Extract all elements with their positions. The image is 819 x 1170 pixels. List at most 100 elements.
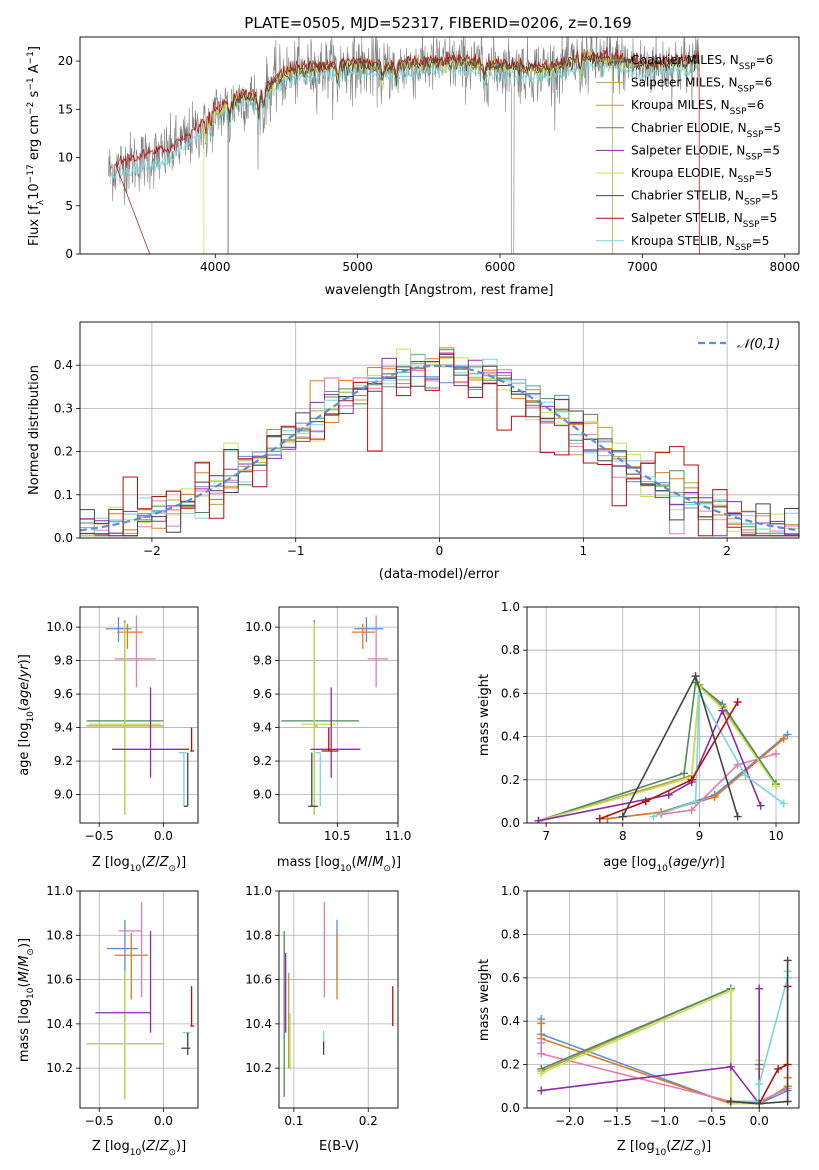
series-marker <box>772 749 781 758</box>
series-marker <box>691 672 700 681</box>
x-tick-label: 8000 <box>769 260 800 274</box>
series-line-purple <box>541 988 761 1107</box>
y-axis-label: Normed distribution <box>27 365 42 495</box>
y-tick-label: 9.2 <box>253 754 272 768</box>
series-marker <box>691 797 700 806</box>
series-marker <box>537 1019 546 1028</box>
y-tick-label: 10.2 <box>245 1061 272 1075</box>
series-marker <box>783 1097 792 1106</box>
x-tick-label: −1 <box>287 544 305 558</box>
series-marker <box>726 986 735 995</box>
series-line-green <box>540 987 761 1103</box>
series-marker <box>710 793 719 802</box>
series-marker <box>537 1069 546 1078</box>
series-marker <box>741 771 750 780</box>
x-tick-label: −2.0 <box>555 1114 584 1128</box>
y-tick-label: 0.0 <box>54 531 73 545</box>
y-tick-label: 0.3 <box>54 401 73 415</box>
legend-label: Chabrier STELIB, NSSP=5 <box>631 189 779 208</box>
legend-label: Kroupa ELODIE, NSSP=5 <box>631 166 772 185</box>
x-tick-label: 0.2 <box>359 1114 378 1128</box>
legend-label: 𝒩(0,1) <box>737 337 780 352</box>
model-spectrum-cyan <box>109 57 700 185</box>
axes-frame <box>278 890 399 1109</box>
x-tick-label: 0.0 <box>750 1114 769 1128</box>
age-vs-Z-panel: −0.5 0.0 9.0 9.2 9.4 9.6 9.8 10.0 Z [log10(Z/Z⊙)… <box>17 606 199 874</box>
residuals-panel: −2 −1 0 1 2 0.0 0.1 0.2 0.3 0.4 (data-model)/error… <box>27 321 800 582</box>
x-tick-label: 10.5 <box>324 829 351 843</box>
series-line-red <box>599 701 739 820</box>
x-tick-label: −1.0 <box>650 1114 679 1128</box>
series-marker <box>733 812 742 821</box>
normal-curve <box>80 364 799 532</box>
x-tick-label: 8 <box>619 829 627 843</box>
mass-vs-Z-panel: −0.5 0.0 10.2 10.4 10.6 10.8 11.0 Z [log10(Z/Z⊙… <box>17 884 199 1158</box>
y-tick-label: 9.4 <box>54 721 73 735</box>
series-marker <box>680 769 689 778</box>
y-tick-label: 9.0 <box>54 788 73 802</box>
y-tick-label: 0.6 <box>501 686 520 700</box>
y-tick-label: 0.1 <box>54 488 73 502</box>
y-tick-label: 9.2 <box>54 754 73 768</box>
x-tick-label: 0.1 <box>284 1114 303 1128</box>
legend-label: Chabrier MILES, NSSP=6 <box>631 53 773 72</box>
y-tick-label: 10.0 <box>46 620 73 634</box>
series-marker <box>595 814 604 823</box>
series-marker <box>774 1064 783 1073</box>
y-axis-label: mass weight <box>477 674 492 756</box>
x-axis-label: wavelength [Angstrom, rest frame] <box>325 283 554 298</box>
y-tick-label: 0.4 <box>501 1014 520 1028</box>
y-tick-label: 10.8 <box>46 928 73 942</box>
y-axis-label: age [log10(age/yr)] <box>17 654 36 776</box>
series-marker <box>718 706 727 715</box>
x-tick-label: −0.5 <box>85 1114 114 1128</box>
legend-label: Salpeter MILES, NSSP=6 <box>631 76 772 95</box>
massweight-vs-Z-panel: −2.0 −1.5 −1.0 −0.5 0.0 0.0 0.2 0.4 0.6 0.8 1.0 Z [… <box>477 884 800 1158</box>
series-marker <box>687 775 696 784</box>
y-tick-label: 0.4 <box>501 730 520 744</box>
series-marker <box>649 812 658 821</box>
y-tick-label: 9.6 <box>54 687 73 701</box>
y-tick-label: 10.4 <box>46 1017 73 1031</box>
y-tick-label: 0.2 <box>501 773 520 787</box>
y-tick-label: 10.6 <box>46 973 73 987</box>
series-marker <box>537 1086 546 1095</box>
y-tick-label: 0.8 <box>501 927 520 941</box>
y-tick-label: 1.0 <box>501 884 520 898</box>
y-tick-label: 1.0 <box>501 600 520 614</box>
x-tick-label: 6000 <box>485 260 516 274</box>
series-line-darkgray <box>730 960 789 1105</box>
axes-frame <box>526 890 800 1109</box>
y-tick-label: 9.6 <box>253 687 272 701</box>
mass-vs-EBV-panel: 0.1 0.2 10.2 10.4 10.6 10.8 11.0 E(B-V) <box>245 884 399 1154</box>
hist-red <box>80 352 799 537</box>
y-tick-label: 0.8 <box>501 643 520 657</box>
axes-frame <box>278 606 399 824</box>
x-tick-label: 0.0 <box>154 1114 173 1128</box>
series-marker <box>756 801 765 810</box>
y-tick-label: 11.0 <box>46 884 73 898</box>
series-marker <box>726 1097 735 1106</box>
series-marker <box>664 790 673 799</box>
y-tick-label: 10.4 <box>245 1017 272 1031</box>
y-tick-label: 0.2 <box>501 1058 520 1072</box>
x-tick-label: 10 <box>768 829 783 843</box>
series-marker <box>733 698 742 707</box>
plot-area <box>281 615 389 815</box>
y-tick-label: 9.4 <box>253 721 272 735</box>
axes-frame <box>526 606 800 824</box>
y-tick-label: 10 <box>58 151 73 165</box>
plot-area <box>537 956 792 1108</box>
series-marker <box>783 730 792 739</box>
series-marker <box>755 984 764 993</box>
x-axis-label: Z [log10(Z/Z⊙)] <box>92 1139 186 1158</box>
series-marker <box>755 1099 764 1108</box>
massweight-vs-age-panel: 7 8 9 10 0.0 0.2 0.4 0.6 0.8 1.0 age [log10(age/yr… <box>477 600 800 874</box>
series-marker <box>641 797 650 806</box>
axes-frame <box>79 36 800 255</box>
legend-label: Salpeter ELODIE, NSSP=5 <box>631 143 780 162</box>
y-tick-label: 10.6 <box>245 973 272 987</box>
y-tick-label: 0.2 <box>54 445 73 459</box>
y-tick-label: 20 <box>58 54 73 68</box>
x-tick-label: 0.0 <box>154 829 173 843</box>
